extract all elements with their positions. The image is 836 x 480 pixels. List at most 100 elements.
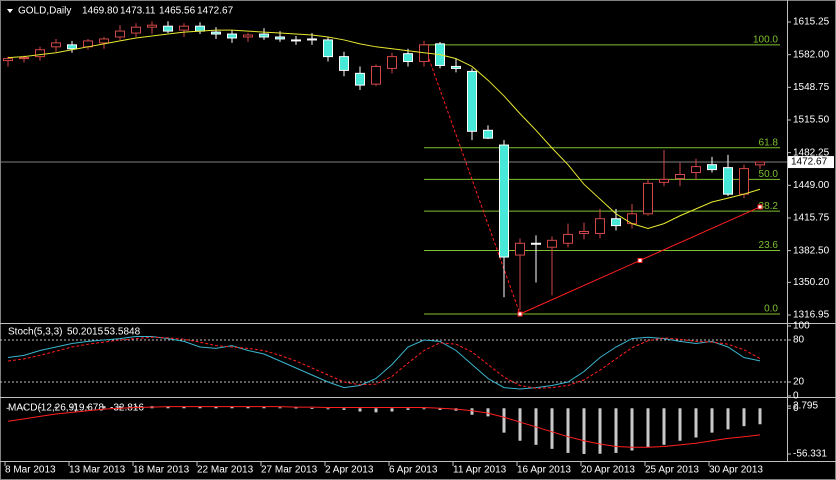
candle-body (499, 144, 509, 258)
x-tick-label: 30 Apr 2013 (709, 465, 763, 476)
macd-bar (182, 406, 186, 409)
y-tick-label: 1482.25 (793, 147, 830, 158)
macd-bar (422, 408, 426, 410)
x-tick-label: 8 Mar 2013 (5, 465, 56, 476)
macd-bar (342, 408, 346, 410)
ohlc-close: 1472.67 (197, 6, 234, 17)
candle-body (339, 56, 349, 71)
y-tick-label: 1582.00 (793, 49, 830, 60)
stoch-signal-value: 53.5848 (104, 327, 141, 338)
macd-bar (166, 406, 170, 409)
x-tick-label: 18 Mar 2013 (133, 465, 190, 476)
candle-body (531, 242, 541, 245)
y-tick-label: 1415.75 (793, 213, 830, 224)
y-tick-label: 1316.95 (793, 310, 830, 321)
candle-body (355, 72, 365, 86)
x-tick-label: 11 Apr 2013 (453, 465, 507, 476)
trendline-anchor (517, 311, 523, 317)
candle-body (115, 30, 125, 38)
macd-bar (566, 408, 570, 453)
macd-title: MACD(12,26,9) (8, 403, 77, 414)
candle-body (163, 25, 173, 32)
macd-bar (230, 406, 234, 409)
fib-label: 100.0 (753, 34, 778, 45)
candle-body (291, 39, 301, 42)
candle-body (211, 31, 221, 35)
y-tick-label: 2.795 (793, 401, 818, 412)
macd-bar (694, 408, 698, 438)
candle-body (723, 167, 733, 195)
candle-body (643, 182, 653, 215)
macd-bar (54, 406, 58, 409)
ohlc-high: 1473.11 (120, 6, 156, 17)
symbol-title: GOLD,Daily (18, 6, 71, 17)
stoch-main-value: 50.2015 (67, 327, 104, 338)
macd-bar (486, 408, 490, 417)
fib-label: 61.8 (759, 137, 779, 148)
y-tick-label: 1382.50 (793, 245, 830, 256)
x-tick-label: 13 Mar 2013 (69, 465, 126, 476)
macd-bar (38, 407, 42, 409)
candle-body (563, 233, 573, 244)
x-tick-label: 25 Apr 2013 (645, 465, 699, 476)
fib-label: 23.6 (759, 240, 779, 251)
candle-body (595, 218, 605, 234)
macd-bar (358, 408, 362, 412)
macd-bar (582, 408, 586, 455)
y-tick-label: 20 (793, 377, 805, 388)
current-price-box (788, 156, 834, 169)
candle-body (195, 25, 205, 32)
macd-bar (406, 408, 410, 410)
macd-signal (7, 406, 761, 448)
macd-bar (438, 408, 442, 410)
candle-body (755, 161, 765, 166)
candle-body (659, 178, 669, 183)
y-tick-label: 1515.50 (793, 115, 830, 126)
macd-bar (102, 406, 106, 409)
candle-body (147, 24, 157, 28)
trendline-anchor (757, 204, 763, 210)
y-tick-label: 100 (793, 321, 810, 332)
macd-bar (214, 406, 218, 409)
y-tick-label: 1350.20 (793, 277, 830, 288)
candle-body (611, 218, 621, 227)
candle-body (467, 70, 477, 132)
macd-bar (710, 408, 714, 433)
macd-bar (742, 408, 746, 427)
macd-bar (294, 407, 298, 409)
macd-bar (118, 406, 122, 409)
menu-arrow[interactable] (7, 9, 13, 13)
macd-bar (614, 408, 618, 453)
candle-body (19, 57, 29, 60)
macd-bar (470, 408, 474, 415)
moving-average (7, 29, 761, 230)
macd-bar (646, 408, 650, 448)
fib-anchor (423, 44, 521, 315)
macd-bar (198, 406, 202, 409)
y-tick-label: 0 (793, 403, 799, 414)
candle-body (67, 44, 77, 50)
candle-body (243, 34, 253, 38)
fib-label: 38.2 (759, 201, 779, 212)
candle-body (99, 38, 109, 44)
x-tick-label: 27 Mar 2013 (261, 465, 318, 476)
fib-label: 50.0 (759, 169, 779, 180)
candle-body (403, 53, 413, 63)
macd-bar (518, 408, 522, 441)
candle-body (179, 25, 189, 31)
macd-bar (22, 407, 26, 409)
x-tick-label: 6 Apr 2013 (389, 465, 438, 476)
candle-body (259, 33, 269, 38)
candle-body (371, 65, 381, 85)
macd-bar (550, 408, 554, 449)
macd-bar (310, 407, 314, 409)
indicator-line (7, 336, 761, 390)
macd-bar (374, 408, 378, 413)
macd-bar (326, 408, 330, 410)
stoch-title: Stoch(5,3,3) (8, 327, 62, 338)
y-tick-label: 1548.75 (793, 82, 830, 93)
macd-bar (662, 408, 666, 445)
candle-body (707, 164, 717, 171)
candle-body (227, 33, 237, 39)
